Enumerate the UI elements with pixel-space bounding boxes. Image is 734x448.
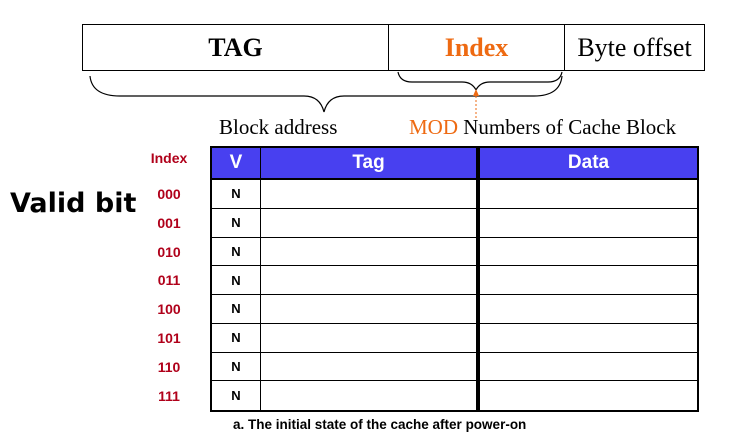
address-format-box: TAG Index Byte offset xyxy=(82,24,705,71)
valid-cell: N xyxy=(212,295,261,323)
block-address-brace xyxy=(89,75,563,113)
tag-cell xyxy=(261,295,480,323)
header-data: Data xyxy=(567,152,610,173)
tag-cell xyxy=(261,323,480,352)
valid-cell: N xyxy=(212,180,261,208)
tag-cell xyxy=(261,180,480,208)
cache-row: N xyxy=(212,381,697,410)
data-cell xyxy=(480,353,697,381)
cache-row: N xyxy=(212,237,697,267)
valid-bit-label: Valid bit xyxy=(10,188,137,219)
valid-cell: N xyxy=(212,237,261,266)
valid-cell: N xyxy=(212,352,261,381)
mod-word: MOD xyxy=(409,115,459,139)
cache-row: N xyxy=(212,266,697,295)
index-column-header: Index xyxy=(150,150,188,166)
figure-caption: a. The initial state of the cache after … xyxy=(233,417,527,432)
tag-cell xyxy=(261,266,480,294)
cache-row: N xyxy=(212,295,697,324)
index-label: 001 xyxy=(157,214,181,231)
mod-arrow-head xyxy=(473,89,479,96)
tag-cell xyxy=(261,208,480,237)
address-index-field: Index xyxy=(389,25,565,70)
data-cell xyxy=(480,295,697,323)
cache-row: N xyxy=(212,208,697,238)
index-label: 110 xyxy=(157,358,181,375)
header-v: V xyxy=(212,148,261,178)
data-cell xyxy=(480,209,697,237)
numbers-of-cache-block-text: Numbers of Cache Block xyxy=(458,115,677,139)
index-label: 111 xyxy=(158,387,180,404)
cache-header-row: V Tag Data xyxy=(212,146,697,180)
tag-cell xyxy=(261,237,480,266)
tag-cell xyxy=(261,352,480,381)
valid-cell: N xyxy=(212,323,261,352)
valid-cell: N xyxy=(212,381,261,410)
data-cell xyxy=(480,180,697,208)
cache-row: N xyxy=(212,323,697,353)
block-address-label: Block address xyxy=(219,115,338,139)
cache-row: N xyxy=(212,180,697,209)
data-cell xyxy=(480,381,697,410)
index-label: 010 xyxy=(157,243,181,260)
index-brace xyxy=(397,71,563,92)
address-byte-offset-field: Byte offset xyxy=(577,32,692,62)
valid-cell: N xyxy=(212,208,261,237)
index-label: 000 xyxy=(157,186,181,202)
index-column: 000 001 010 011 100 101 110 111 xyxy=(132,180,206,410)
mod-label: MOD Numbers of Cache Block xyxy=(409,115,676,140)
header-tag: Tag xyxy=(261,148,480,178)
index-label: 011 xyxy=(157,272,181,289)
index-label: 101 xyxy=(157,329,181,346)
cache-row: N xyxy=(212,352,697,382)
valid-cell: N xyxy=(212,266,261,294)
tag-cell xyxy=(261,381,480,410)
address-tag-field: TAG xyxy=(83,25,389,70)
data-cell xyxy=(480,238,697,266)
data-cell xyxy=(480,266,697,294)
data-cell xyxy=(480,324,697,352)
index-label: 100 xyxy=(157,301,181,318)
